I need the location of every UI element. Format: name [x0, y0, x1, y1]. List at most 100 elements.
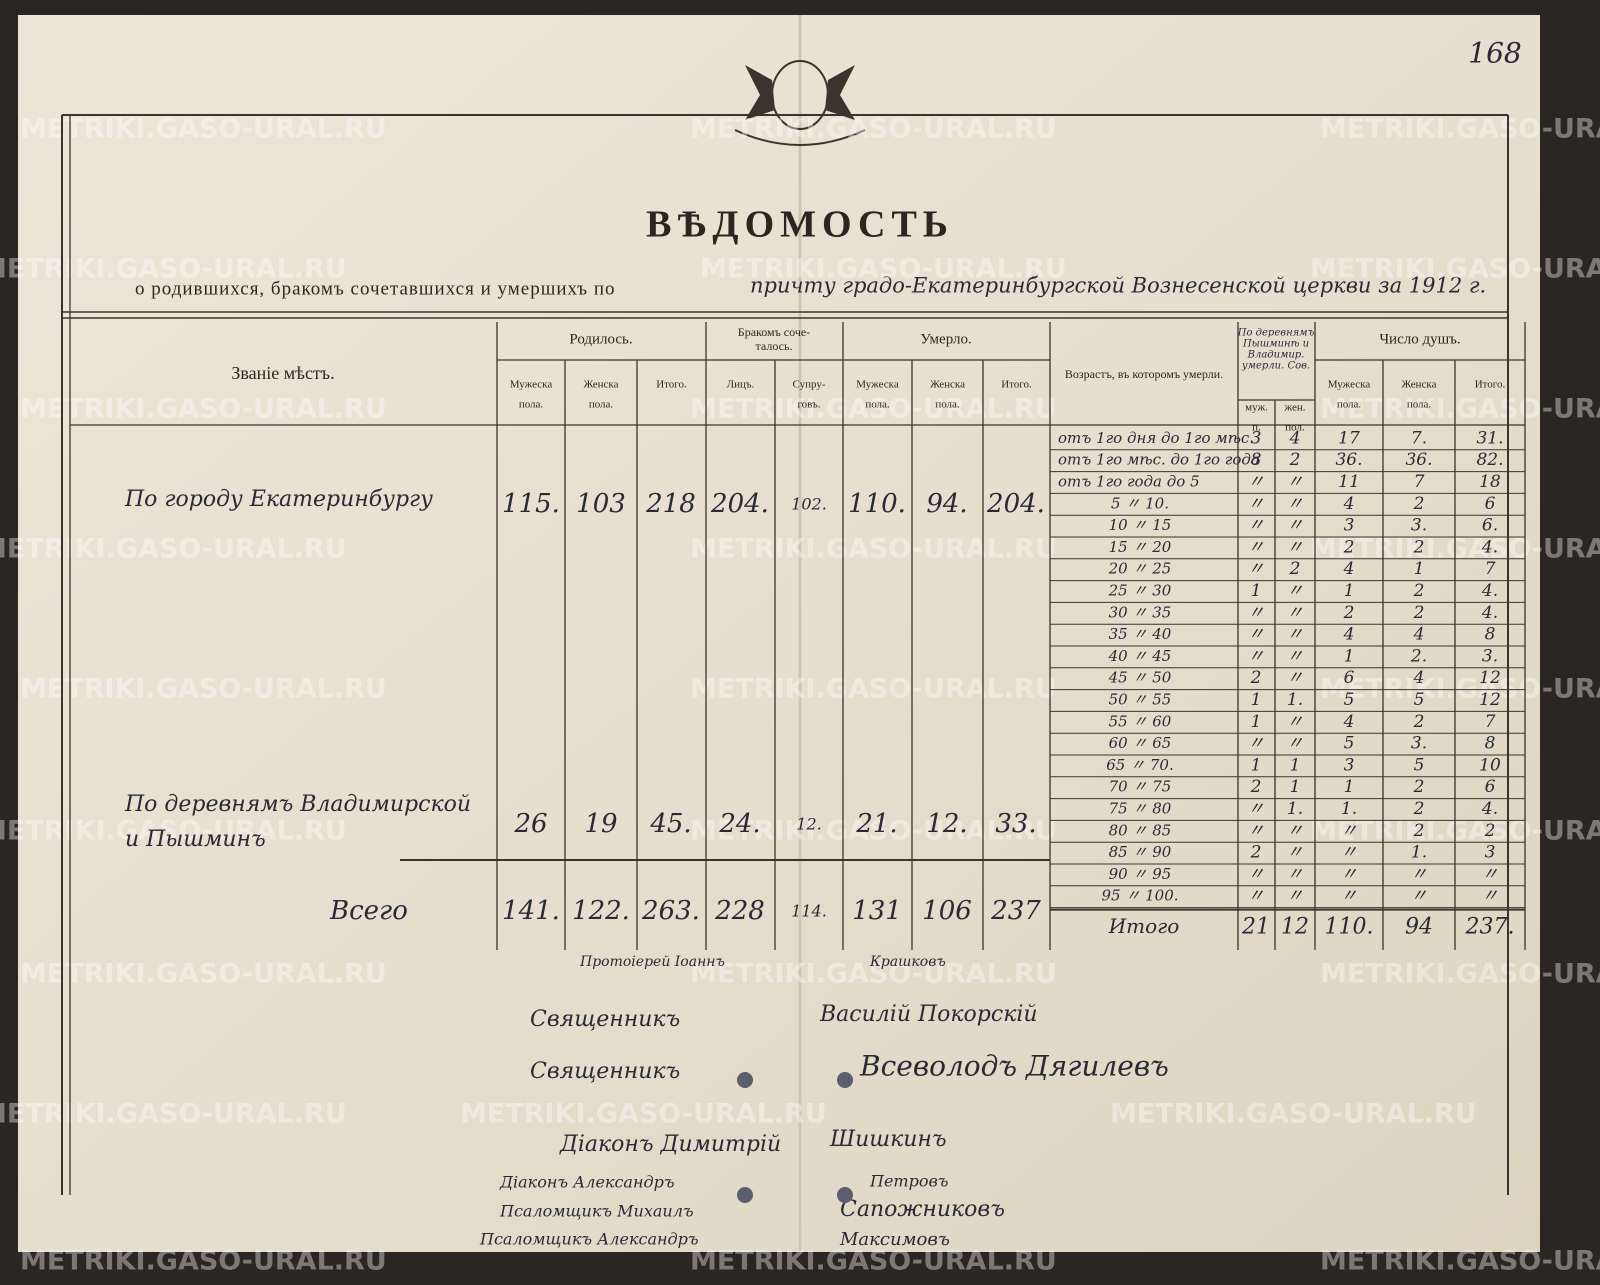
label: Владимир.	[1247, 350, 1305, 361]
cell: 33.	[995, 809, 1036, 839]
cell: 2	[1250, 777, 1262, 797]
watermark: METRIKI.GASO-URAL.RU	[20, 1246, 387, 1277]
cell: 106	[922, 896, 972, 926]
cell: 1.	[1411, 843, 1427, 863]
age-label: 40 〃 45	[1108, 647, 1172, 665]
cell: 1	[1290, 755, 1301, 775]
cell: 〃	[1411, 864, 1428, 884]
cell: 5	[1414, 755, 1425, 775]
label: п.	[1252, 422, 1261, 434]
label: Женска	[583, 379, 618, 391]
watermark: METRIKI.GASO-URAL.RU	[690, 816, 1057, 847]
cell: 〃	[1248, 559, 1265, 579]
label: Итого.	[656, 379, 687, 391]
cell: 〃	[1482, 864, 1499, 884]
signature: Протоіерей Іоаннъ	[579, 954, 725, 970]
label: жен.	[1284, 402, 1306, 414]
cell: 1	[1290, 777, 1301, 797]
cell: 1	[1251, 712, 1262, 732]
cell: 102.	[791, 495, 827, 514]
cell: 82.	[1476, 450, 1503, 470]
watermark: METRIKI.GASO-URAL.RU	[1320, 959, 1600, 990]
label: Итого.	[1001, 379, 1032, 391]
watermark: METRIKI.GASO-URAL.RU	[1320, 1246, 1600, 1277]
cell: 1	[1251, 755, 1262, 775]
label: Женска	[930, 379, 965, 391]
age-label: отъ 1го мѣс. до 1го года	[1058, 451, 1260, 469]
signature: Максимовъ	[839, 1229, 950, 1250]
cell: 〃	[1341, 864, 1358, 884]
cell: 6	[1485, 494, 1496, 514]
cell: 21	[1241, 915, 1270, 940]
cell: 4.	[1481, 799, 1498, 819]
cell: 4	[1413, 668, 1425, 688]
cell: 4	[1343, 712, 1355, 732]
cell: 131	[852, 896, 902, 926]
cell: 18	[1479, 472, 1501, 492]
label: Родилось.	[569, 331, 632, 347]
signature: Діаконъ Александръ	[499, 1173, 675, 1192]
cell: 5	[1414, 690, 1425, 710]
label: Мужеска	[510, 379, 553, 391]
cell: 103	[576, 489, 626, 519]
age-label: 90 〃 95	[1109, 865, 1172, 883]
cell: 3.	[1482, 646, 1498, 666]
cell: 12	[1281, 915, 1309, 940]
subtitle-handwritten: причту градо-Екатеринбургской Вознесенск…	[750, 274, 1486, 298]
watermark: METRIKI.GASO-URAL.RU	[0, 816, 347, 847]
cell: 1.	[1341, 799, 1357, 819]
label: Лицъ.	[727, 379, 755, 391]
cell: 237.	[1465, 915, 1515, 940]
watermark: METRIKI.GASO-URAL.RU	[20, 394, 387, 425]
cell: 〃	[1287, 537, 1304, 557]
cell: 2	[1343, 537, 1355, 557]
cell: 〃	[1341, 843, 1358, 863]
cell: 12	[1479, 668, 1501, 688]
label: умерли. Сов.	[1241, 361, 1310, 372]
cell: 122.	[572, 896, 630, 926]
seal-dot	[837, 1187, 853, 1203]
title: ВѢДОМОСТЬ	[646, 204, 954, 246]
cell: 2	[1413, 537, 1425, 557]
watermark: METRIKI.GASO-URAL.RU	[0, 254, 347, 285]
cell: 2	[1289, 450, 1301, 470]
signature: Сапожниковъ	[840, 1197, 1005, 1222]
cell: 〃	[1248, 864, 1265, 884]
cell: 1	[1344, 646, 1355, 666]
signature: Василій Покорскій	[819, 1002, 1038, 1027]
label: Число душъ.	[1379, 331, 1460, 347]
signature: Псаломщикъ Михаилъ	[499, 1202, 694, 1221]
signature: Діаконъ Димитрій	[559, 1132, 781, 1157]
cell: 2	[1413, 799, 1425, 819]
cell: 12	[1479, 690, 1501, 710]
age-label: 20 〃 25	[1108, 560, 1172, 578]
cell: 7	[1485, 559, 1496, 579]
cell: 1.	[1287, 799, 1303, 819]
cell: 2	[1413, 777, 1425, 797]
age-label: 25 〃 30	[1108, 582, 1172, 600]
cell: 7	[1414, 472, 1425, 492]
cell: 〃	[1248, 494, 1265, 514]
cell: 2	[1250, 843, 1262, 863]
signature: Псаломщикъ Александръ	[479, 1230, 699, 1249]
cell: 204.	[986, 489, 1045, 519]
cell: 1	[1344, 777, 1355, 797]
label: Супру-	[793, 379, 826, 391]
label: По деревнямъ	[1237, 328, 1315, 339]
cell: 3.	[1411, 516, 1427, 536]
cell: 110.	[848, 489, 906, 519]
watermark: METRIKI.GASO-URAL.RU	[0, 1099, 347, 1130]
age-label: 75 〃 80	[1109, 800, 1172, 818]
watermark: METRIKI.GASO-URAL.RU	[690, 114, 1057, 145]
age-label: 15 〃 20	[1109, 538, 1172, 556]
cell: 4	[1343, 625, 1355, 645]
cell: 2	[1413, 603, 1425, 623]
cell: 141.	[502, 896, 560, 926]
label: муж.	[1245, 402, 1268, 414]
cell: 5	[1344, 690, 1355, 710]
cell: 218	[645, 489, 696, 519]
label: Женска	[1401, 379, 1436, 391]
cell: 2	[1250, 668, 1262, 688]
cell: 〃	[1248, 603, 1265, 623]
label: пола.	[1407, 399, 1432, 411]
